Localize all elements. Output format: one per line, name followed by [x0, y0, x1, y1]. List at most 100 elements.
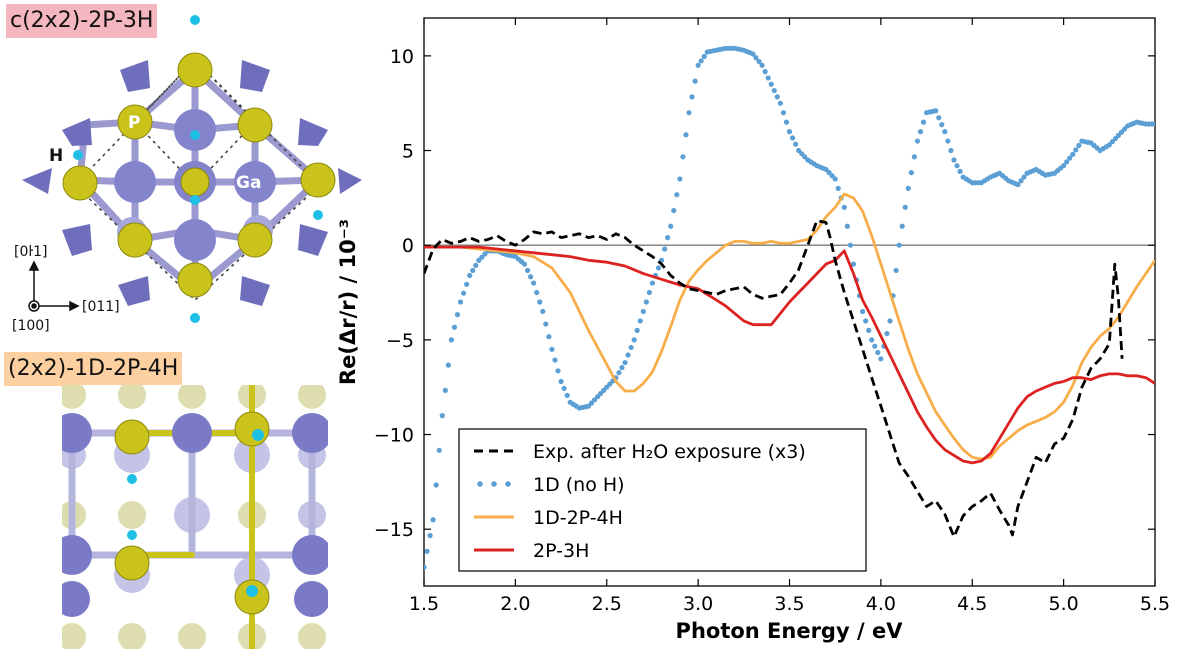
data-point — [1018, 178, 1024, 184]
data-point — [887, 318, 893, 324]
data-point — [1152, 121, 1155, 127]
data-point — [637, 318, 643, 324]
data-point — [948, 147, 954, 154]
legend-label-1d: 1D (no H) — [533, 474, 625, 496]
x-tick-label: 4.5 — [957, 593, 987, 615]
data-point — [777, 100, 783, 106]
data-point — [537, 299, 543, 305]
data-point — [528, 274, 534, 280]
data-point — [531, 280, 537, 286]
direction-right-label: [011] — [82, 299, 120, 315]
y-tick-label: −15 — [374, 519, 414, 541]
data-point — [908, 170, 914, 176]
data-point — [424, 548, 430, 554]
data-point — [850, 261, 857, 267]
data-point — [439, 413, 445, 419]
data-point — [473, 262, 479, 268]
x-tick-label: 2.0 — [500, 593, 530, 615]
x-tick-label: 3.5 — [774, 593, 804, 615]
data-point — [1021, 174, 1027, 180]
bottom-structure-diagram — [62, 385, 328, 649]
data-point — [951, 157, 957, 163]
data-point — [564, 392, 570, 399]
data-point — [835, 185, 841, 191]
h-atom-label: H — [49, 146, 63, 166]
data-point — [665, 235, 671, 241]
series-1d-no-h — [424, 45, 1155, 570]
data-point — [872, 343, 878, 349]
x-tick-label: 1.5 — [409, 593, 439, 615]
data-point — [534, 289, 540, 296]
x-tick-label: 5.5 — [1140, 593, 1170, 615]
data-point — [622, 359, 628, 366]
data-point — [457, 299, 464, 305]
data-point — [701, 53, 707, 60]
data-point — [1076, 142, 1082, 149]
x-axis-title: Photon Energy / eV — [676, 619, 904, 643]
data-point — [933, 108, 939, 114]
data-point — [561, 385, 567, 392]
data-point — [936, 115, 942, 121]
legend-box — [458, 428, 867, 572]
data-point — [683, 132, 689, 138]
data-point — [783, 119, 790, 125]
data-point — [619, 365, 625, 371]
data-point — [1061, 163, 1067, 169]
data-point — [442, 387, 448, 393]
x-tick-label: 2.5 — [592, 593, 622, 615]
data-point — [957, 168, 963, 174]
data-point — [753, 55, 759, 61]
data-point — [1015, 182, 1021, 188]
data-point — [540, 308, 546, 315]
y-axis-title: Re(Δr/r) / 10⁻³ — [336, 219, 360, 385]
data-point — [448, 337, 455, 343]
data-point — [954, 163, 960, 169]
data-point — [662, 246, 668, 252]
legend-dot — [505, 481, 511, 487]
p-atom-label: P — [128, 113, 140, 133]
data-point — [765, 75, 771, 81]
data-point — [628, 344, 634, 351]
data-point — [521, 261, 528, 267]
h-atoms — [73, 15, 323, 323]
data-point — [677, 176, 683, 182]
data-point — [689, 94, 695, 100]
data-point — [841, 204, 847, 210]
y-tick-label: 0 — [402, 235, 414, 257]
data-point — [832, 176, 838, 182]
top-ga-atoms — [62, 413, 328, 617]
bottom-structure-label: (2x2)-1D-2P-4H — [4, 352, 183, 386]
data-point — [655, 265, 662, 271]
data-point — [911, 154, 917, 160]
legend-label-1d-2p-4h: 1D-2P-4H — [533, 507, 623, 529]
y-tick-label: 10 — [390, 46, 414, 68]
data-point — [750, 51, 756, 57]
data-point — [470, 267, 476, 274]
data-point — [643, 299, 649, 305]
data-point — [939, 122, 945, 128]
data-point — [860, 308, 866, 315]
data-point — [945, 138, 951, 144]
data-point — [917, 129, 924, 135]
data-point — [546, 334, 552, 340]
data-point — [792, 141, 799, 147]
x-tick-label: 5.0 — [1049, 593, 1079, 615]
legend: Exp. after H₂O exposure (x3) 1D (no H) 1… — [458, 428, 867, 572]
ga-corner-atoms — [22, 60, 362, 306]
data-point — [424, 564, 427, 570]
data-point — [902, 204, 908, 210]
data-point — [756, 58, 762, 65]
data-point — [1070, 151, 1076, 157]
data-point — [460, 290, 467, 296]
data-point — [847, 242, 854, 248]
data-point — [786, 129, 793, 135]
legend-dot — [491, 481, 497, 487]
data-point — [884, 330, 890, 337]
data-point — [875, 349, 881, 356]
data-point — [771, 87, 777, 94]
data-point — [524, 267, 531, 274]
data-point — [759, 62, 765, 68]
data-point — [464, 281, 470, 287]
